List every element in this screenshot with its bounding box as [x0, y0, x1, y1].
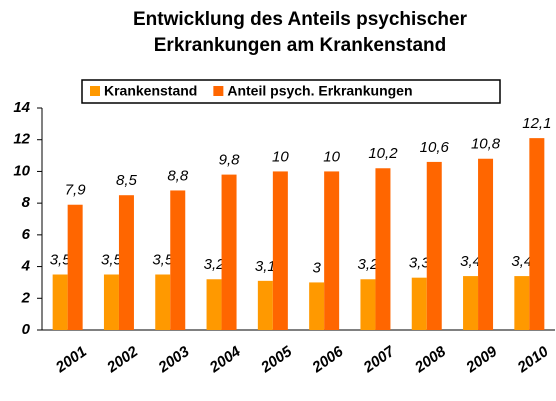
bar [324, 171, 340, 330]
bar [463, 276, 479, 330]
x-tick-label: 2003 [155, 343, 193, 377]
y-tick-label: 10 [13, 162, 30, 179]
bar [529, 138, 545, 330]
legend-swatch [90, 86, 100, 96]
bar [103, 274, 119, 330]
legend-swatch [213, 86, 224, 96]
value-label: 10,8 [471, 136, 501, 153]
value-label: 12,1 [522, 115, 551, 132]
value-label: 3,3 [409, 255, 431, 272]
value-label: 3,4 [511, 253, 532, 270]
x-tick-label: 2010 [514, 343, 552, 377]
bar [309, 282, 325, 330]
bar [118, 195, 134, 330]
bar [426, 161, 442, 330]
bar [155, 274, 171, 330]
chart-title: Erkrankungen am Krankenstand [154, 35, 446, 56]
bar [514, 276, 530, 330]
x-tick-label: 2006 [308, 343, 346, 377]
value-label: 8,5 [116, 172, 138, 189]
bar [272, 171, 288, 330]
x-tick-label: 2008 [411, 343, 449, 377]
y-tick-label: 6 [22, 226, 31, 243]
x-tick-label: 2005 [257, 343, 295, 377]
y-tick-label: 0 [22, 321, 31, 338]
value-label: 3,1 [255, 258, 276, 275]
bar [360, 279, 376, 330]
value-label: 3,2 [358, 256, 380, 273]
x-tick-label: 2007 [360, 343, 398, 377]
bar [170, 190, 186, 330]
value-label: 3,5 [152, 251, 174, 268]
x-tick-label: 2001 [52, 343, 90, 377]
x-tick-label: 2002 [103, 343, 141, 377]
bar [206, 279, 222, 330]
bar [221, 174, 237, 330]
value-label: 9,8 [219, 152, 241, 169]
bar [67, 204, 83, 330]
value-label: 10,6 [420, 139, 450, 156]
value-label: 3 [312, 259, 321, 276]
y-tick-label: 8 [22, 194, 31, 211]
legend-box [81, 79, 501, 104]
legend-label: Anteil psych. Erkrankungen [227, 83, 412, 99]
value-label: 3,4 [460, 253, 481, 270]
value-label: 10,2 [368, 145, 398, 162]
y-tick-label: 14 [13, 99, 30, 116]
y-tick-label: 12 [13, 131, 30, 148]
legend-label: Krankenstand [104, 83, 197, 99]
value-label: 3,5 [101, 251, 123, 268]
bar [478, 158, 494, 330]
value-label: 7,9 [65, 182, 87, 199]
value-label: 3,5 [50, 251, 72, 268]
value-label: 8,8 [167, 167, 189, 184]
chart-title: Entwicklung des Anteils psychischer [133, 9, 468, 30]
value-label: 3,2 [204, 256, 226, 273]
bar [375, 168, 391, 330]
value-label: 10 [272, 148, 289, 165]
bar [52, 274, 68, 330]
value-label: 10 [323, 148, 340, 165]
y-tick-label: 2 [21, 289, 31, 306]
bar [257, 280, 273, 330]
bar [411, 277, 427, 330]
x-tick-label: 2004 [206, 343, 244, 377]
x-tick-label: 2009 [462, 343, 500, 377]
y-tick-label: 4 [21, 258, 31, 275]
